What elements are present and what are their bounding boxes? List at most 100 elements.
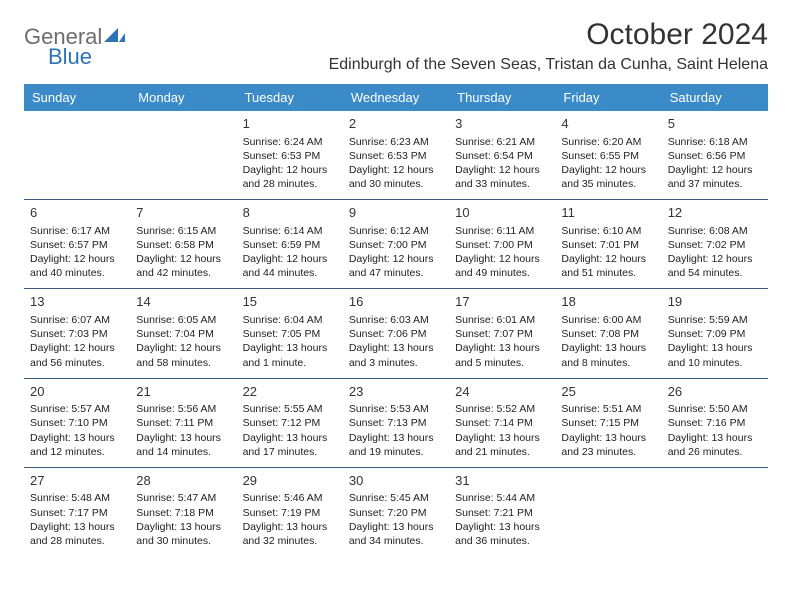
day-cell: 19 Sunrise: 5:59 AMSunset: 7:09 PMDayligh… <box>662 289 768 378</box>
day-number: 5 <box>668 115 762 133</box>
day-cell: 25Sunrise: 5:51 AMSunset: 7:15 PMDayligh… <box>555 378 661 467</box>
day-cell: 17Sunrise: 6:01 AMSunset: 7:07 PMDayligh… <box>449 289 555 378</box>
daylight-line: Daylight: 13 hours and 10 minutes. <box>668 341 762 369</box>
day-number: 19 <box>668 293 762 311</box>
sunrise-line: Sunrise: 6:20 AM <box>561 135 655 149</box>
sunrise-line: Sunrise: 6:23 AM <box>349 135 443 149</box>
sunset-line: Sunset: 7:16 PM <box>668 416 762 430</box>
sunset-line: Sunset: 7:01 PM <box>561 238 655 252</box>
sunset-line: Sunset: 7:19 PM <box>243 506 337 520</box>
month-title: October 2024 <box>329 18 768 52</box>
day-cell: 3 Sunrise: 6:21 AMSunset: 6:54 PMDaylight… <box>449 111 555 200</box>
day-number: 22 <box>243 383 337 401</box>
day-cell: 24Sunrise: 5:52 AMSunset: 7:14 PMDayligh… <box>449 378 555 467</box>
daylight-line: Daylight: 12 hours and 33 minutes. <box>455 163 549 191</box>
sunset-line: Sunset: 6:54 PM <box>455 149 549 163</box>
week-row: 1Sunrise: 6:24 AMSunset: 6:53 PMDaylight… <box>24 111 768 200</box>
day-number: 10 <box>455 204 549 222</box>
sunrise-line: Sunrise: 6:15 AM <box>136 224 230 238</box>
sunset-line: Sunset: 6:55 PM <box>561 149 655 163</box>
daylight-line: Daylight: 12 hours and 56 minutes. <box>30 341 124 369</box>
sunrise-line: Sunrise: 6:07 AM <box>30 313 124 327</box>
day-number: 14 <box>136 293 230 311</box>
sunrise-line: Sunrise: 6:14 AM <box>243 224 337 238</box>
day-cell: 23Sunrise: 5:53 AMSunset: 7:13 PMDayligh… <box>343 378 449 467</box>
day-cell: 2Sunrise: 6:23 AMSunset: 6:53 PMDaylight… <box>343 111 449 200</box>
sunset-line: Sunset: 7:07 PM <box>455 327 549 341</box>
day-number: 11 <box>561 204 655 222</box>
sunset-line: Sunset: 7:12 PM <box>243 416 337 430</box>
day-number: 8 <box>243 204 337 222</box>
day-cell: 31Sunrise: 5:44 AMSunset: 7:21 PMDayligh… <box>449 467 555 556</box>
sunrise-line: Sunrise: 5:48 AM <box>30 491 124 505</box>
day-cell: 14Sunrise: 6:05 AMSunset: 7:04 PMDayligh… <box>130 289 236 378</box>
day-number: 28 <box>136 472 230 490</box>
day-cell: 11Sunrise: 6:10 AMSunset: 7:01 PMDayligh… <box>555 200 661 289</box>
sunset-line: Sunset: 7:20 PM <box>349 506 443 520</box>
day-number: 29 <box>243 472 337 490</box>
day-number: 23 <box>349 383 443 401</box>
day-header: Saturday <box>662 84 768 111</box>
sunset-line: Sunset: 7:09 PM <box>668 327 762 341</box>
day-cell: 5Sunrise: 6:18 AMSunset: 6:56 PMDaylight… <box>662 111 768 200</box>
sunrise-line: Sunrise: 6:00 AM <box>561 313 655 327</box>
day-cell: 21Sunrise: 5:56 AMSunset: 7:11 PMDayligh… <box>130 378 236 467</box>
day-cell: 28Sunrise: 5:47 AMSunset: 7:18 PMDayligh… <box>130 467 236 556</box>
sunrise-line: Sunrise: 5:56 AM <box>136 402 230 416</box>
sunrise-line: Sunrise: 6:12 AM <box>349 224 443 238</box>
daylight-line: Daylight: 13 hours and 19 minutes. <box>349 431 443 459</box>
daylight-line: Daylight: 12 hours and 47 minutes. <box>349 252 443 280</box>
week-row: 27Sunrise: 5:48 AMSunset: 7:17 PMDayligh… <box>24 467 768 556</box>
daylight-line: Daylight: 12 hours and 58 minutes. <box>136 341 230 369</box>
sunset-line: Sunset: 7:10 PM <box>30 416 124 430</box>
day-number: 30 <box>349 472 443 490</box>
day-header-row: Sunday Monday Tuesday Wednesday Thursday… <box>24 84 768 111</box>
day-number: 4 <box>561 115 655 133</box>
logo-blue-line: Blue <box>24 44 92 70</box>
day-number: 13 <box>30 293 124 311</box>
daylight-line: Daylight: 13 hours and 8 minutes. <box>561 341 655 369</box>
day-number: 7 <box>136 204 230 222</box>
day-number: 24 <box>455 383 549 401</box>
sunset-line: Sunset: 7:18 PM <box>136 506 230 520</box>
logo-text-blue: Blue <box>48 44 92 69</box>
daylight-line: Daylight: 12 hours and 35 minutes. <box>561 163 655 191</box>
day-header: Monday <box>130 84 236 111</box>
sunrise-line: Sunrise: 5:59 AM <box>668 313 762 327</box>
sunrise-line: Sunrise: 6:11 AM <box>455 224 549 238</box>
day-cell: 12Sunrise: 6:08 AMSunset: 7:02 PMDayligh… <box>662 200 768 289</box>
title-block: October 2024 Edinburgh of the Seven Seas… <box>329 18 768 74</box>
daylight-line: Daylight: 12 hours and 49 minutes. <box>455 252 549 280</box>
day-cell: 13 Sunrise: 6:07 AMSunset: 7:03 PMDayligh… <box>24 289 130 378</box>
sunset-line: Sunset: 7:05 PM <box>243 327 337 341</box>
sunset-line: Sunset: 6:58 PM <box>136 238 230 252</box>
day-cell: 26Sunrise: 5:50 AMSunset: 7:16 PMDayligh… <box>662 378 768 467</box>
week-row: 13Sunrise: 6:07 AMSunset: 7:03 PMDayligh… <box>24 289 768 378</box>
daylight-line: Daylight: 12 hours and 51 minutes. <box>561 252 655 280</box>
header: General October 2024 Edinburgh of the Se… <box>24 18 768 74</box>
sunset-line: Sunset: 7:11 PM <box>136 416 230 430</box>
sunset-line: Sunset: 7:15 PM <box>561 416 655 430</box>
sunset-line: Sunset: 7:21 PM <box>455 506 549 520</box>
daylight-line: Daylight: 13 hours and 28 minutes. <box>30 520 124 548</box>
sunset-line: Sunset: 6:53 PM <box>243 149 337 163</box>
day-cell: 16Sunrise: 6:03 AMSunset: 7:06 PMDayligh… <box>343 289 449 378</box>
sunset-line: Sunset: 7:08 PM <box>561 327 655 341</box>
day-number: 25 <box>561 383 655 401</box>
day-number: 18 <box>561 293 655 311</box>
daylight-line: Daylight: 13 hours and 5 minutes. <box>455 341 549 369</box>
day-cell <box>555 467 661 556</box>
daylight-line: Daylight: 13 hours and 1 minute. <box>243 341 337 369</box>
day-cell: 10Sunrise: 6:11 AMSunset: 7:00 PMDayligh… <box>449 200 555 289</box>
daylight-line: Daylight: 13 hours and 36 minutes. <box>455 520 549 548</box>
sunset-line: Sunset: 7:17 PM <box>30 506 124 520</box>
daylight-line: Daylight: 13 hours and 3 minutes. <box>349 341 443 369</box>
day-header: Sunday <box>24 84 130 111</box>
sunset-line: Sunset: 7:03 PM <box>30 327 124 341</box>
daylight-line: Daylight: 13 hours and 14 minutes. <box>136 431 230 459</box>
sunset-line: Sunset: 7:13 PM <box>349 416 443 430</box>
sunrise-line: Sunrise: 6:21 AM <box>455 135 549 149</box>
day-number: 3 <box>455 115 549 133</box>
day-cell: 6Sunrise: 6:17 AMSunset: 6:57 PMDaylight… <box>24 200 130 289</box>
sunset-line: Sunset: 7:02 PM <box>668 238 762 252</box>
